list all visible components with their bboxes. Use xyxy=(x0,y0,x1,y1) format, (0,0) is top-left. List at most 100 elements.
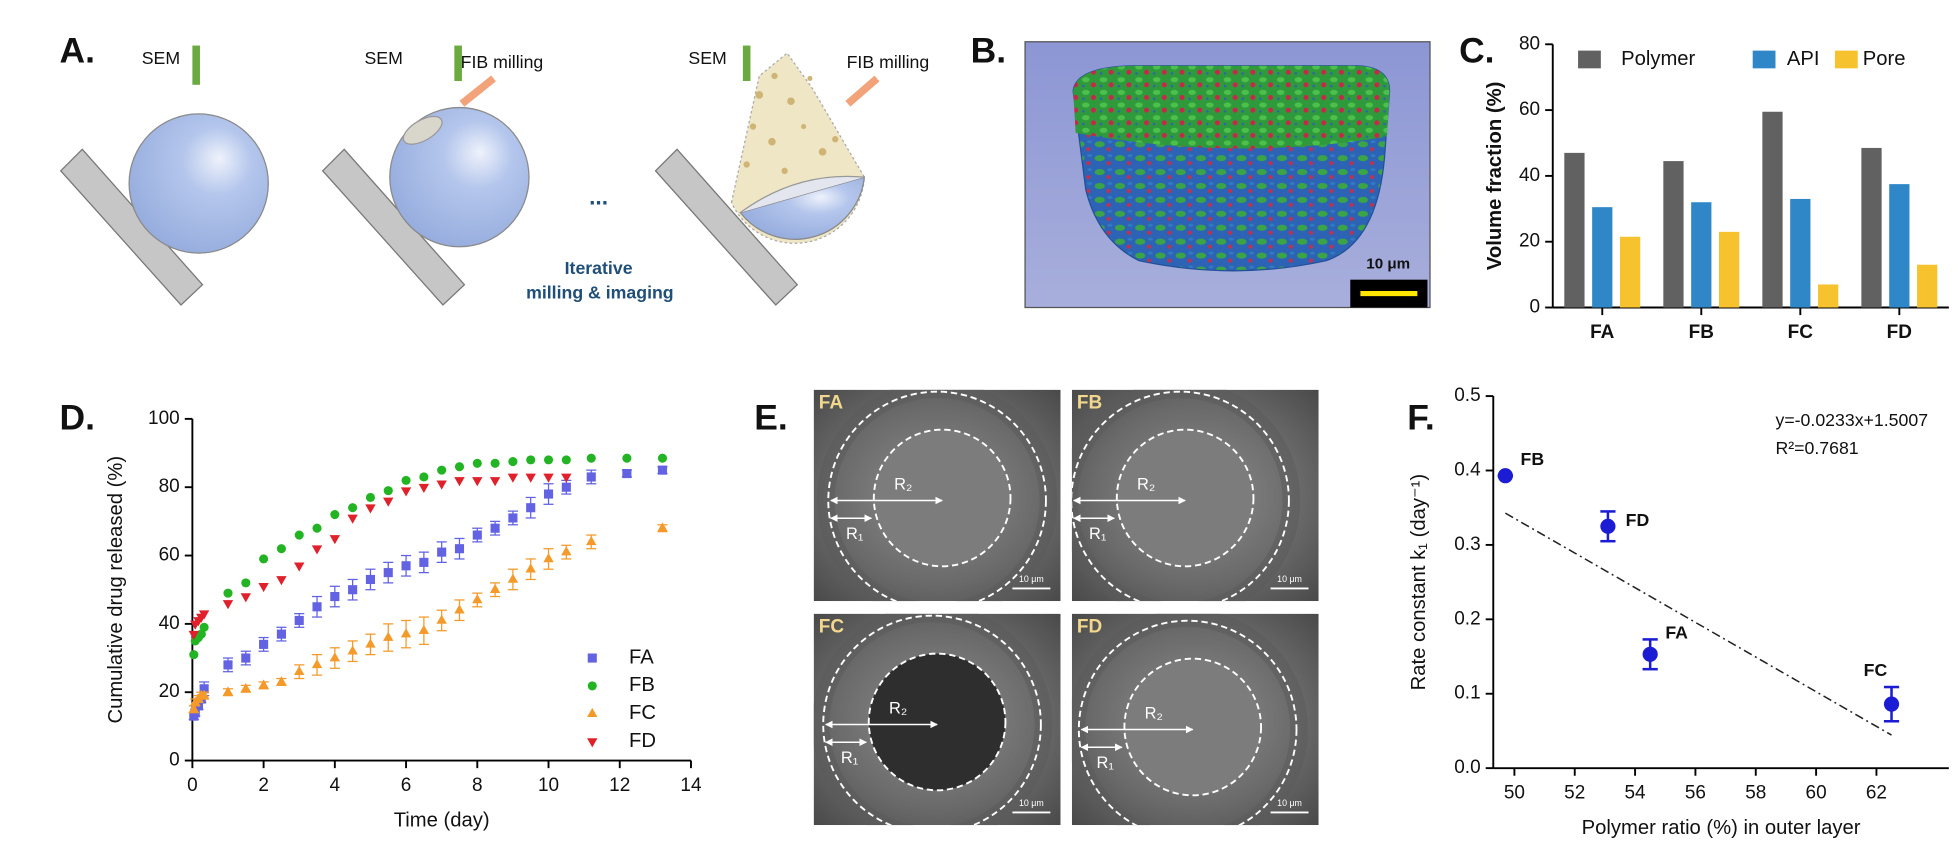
marker xyxy=(348,585,358,595)
y-tick-label: 0.2 xyxy=(1454,608,1480,629)
y-tick-label: 0.4 xyxy=(1454,460,1480,481)
marker xyxy=(437,465,447,475)
outer-boundary xyxy=(1071,390,1290,602)
marker xyxy=(365,638,376,648)
r1-label: R₁ xyxy=(846,525,864,543)
point-label: FA xyxy=(1665,623,1688,643)
sem-beam xyxy=(454,45,462,81)
bar xyxy=(1663,161,1684,308)
y-tick-label: 20 xyxy=(1519,231,1540,252)
outer-shell xyxy=(1071,389,1301,602)
fit-line xyxy=(1504,512,1892,736)
y-axis-title: Cumulative drug released (%) xyxy=(105,456,127,724)
marker xyxy=(329,535,341,545)
marker xyxy=(312,602,322,612)
marker xyxy=(199,622,209,632)
marker xyxy=(241,653,251,663)
marker xyxy=(1600,518,1616,534)
marker xyxy=(454,462,465,472)
bar xyxy=(1861,147,1882,308)
marker xyxy=(401,475,411,485)
x-tick-label: FB xyxy=(1689,322,1714,343)
marker xyxy=(1642,646,1658,662)
marker xyxy=(347,514,358,524)
bar xyxy=(1719,231,1740,308)
scale-bar-label: 10 μm xyxy=(1277,574,1302,584)
marker xyxy=(276,544,286,554)
marker xyxy=(258,583,269,593)
marker xyxy=(418,483,430,494)
marker xyxy=(330,591,340,602)
x-tick-label: 12 xyxy=(609,775,630,796)
y-tick-label: 0.1 xyxy=(1454,683,1480,704)
marker xyxy=(622,453,632,463)
marker xyxy=(259,639,269,649)
y-tick-label: 0 xyxy=(1530,297,1541,318)
panel-label: C. xyxy=(1459,31,1494,71)
annotation: y=-0.0233x+1.5007 xyxy=(1775,410,1928,430)
marker xyxy=(472,477,483,487)
y-axis-title: Volume fraction (%) xyxy=(1484,82,1506,270)
marker xyxy=(188,630,199,640)
outer-boundary xyxy=(822,614,1042,826)
marker xyxy=(400,628,412,638)
marker xyxy=(657,453,668,463)
y-tick-label: 80 xyxy=(1519,33,1540,54)
sem-beam xyxy=(742,45,751,81)
substrate xyxy=(321,148,466,306)
marker xyxy=(526,455,536,465)
legend-swatch xyxy=(1578,50,1601,69)
legend-swatch xyxy=(1834,50,1858,69)
marker xyxy=(472,530,482,540)
point-label: FD xyxy=(1626,510,1650,530)
x-tick-label: 14 xyxy=(680,775,701,796)
annotation: R²=0.7681 xyxy=(1775,438,1858,458)
marker xyxy=(312,523,322,533)
marker xyxy=(436,480,447,490)
marker xyxy=(561,482,571,492)
marker xyxy=(258,679,269,689)
y-axis-title: Rate constant k₁ (day⁻¹) xyxy=(1408,474,1430,691)
sem-label: SEM xyxy=(142,48,180,68)
bar xyxy=(1564,152,1585,308)
bar xyxy=(1917,264,1938,308)
marker xyxy=(454,477,465,487)
sem-label: SEM xyxy=(688,48,726,68)
marker xyxy=(259,554,269,564)
marker xyxy=(311,545,323,555)
marker xyxy=(330,509,340,520)
scale-bar-label: 10 μm xyxy=(1019,574,1044,584)
marker xyxy=(419,472,429,482)
x-tick-label: 54 xyxy=(1625,782,1646,803)
marker xyxy=(507,473,519,483)
r1-label: R₁ xyxy=(1097,754,1115,772)
panel-label: D. xyxy=(60,397,95,437)
legend-label: Pore xyxy=(1863,48,1906,70)
marker xyxy=(586,536,597,546)
image-label: FC xyxy=(819,617,845,638)
sem-image: R₂ R₁ 10 μm FB xyxy=(1071,389,1319,602)
substrate xyxy=(654,148,799,306)
marker xyxy=(657,522,668,532)
y-tick-label: 0.5 xyxy=(1454,385,1480,406)
marker xyxy=(418,624,430,634)
marker xyxy=(657,465,668,475)
x-tick-label: 6 xyxy=(401,775,412,796)
y-tick-label: 20 xyxy=(159,681,180,702)
outer-boundary xyxy=(827,390,1047,602)
fib-beam xyxy=(845,75,880,107)
panel-label: E. xyxy=(754,397,787,437)
marker xyxy=(436,614,447,624)
marker xyxy=(241,578,251,588)
marker xyxy=(222,686,234,696)
marker xyxy=(525,473,536,483)
scale-bar-label: 10 μm xyxy=(1277,798,1302,808)
bar xyxy=(1619,236,1641,308)
marker xyxy=(199,684,209,694)
marker xyxy=(454,544,465,554)
marker xyxy=(490,458,500,468)
panel-a: A. SEM SEM FIB milling ... Iterative mil… xyxy=(60,31,929,306)
marker xyxy=(222,600,234,610)
y-tick-label: 80 xyxy=(159,476,180,497)
caption: Iterative xyxy=(565,258,633,278)
